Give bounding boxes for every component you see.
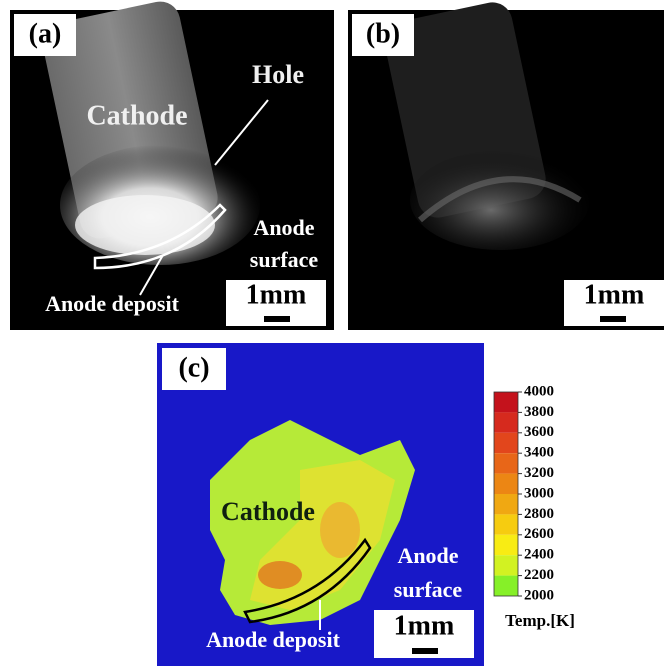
annotation: Anode — [253, 215, 314, 240]
annotation: surface — [250, 247, 319, 272]
colorbar-tick-label: 3800 — [524, 404, 554, 420]
annotation: Anode — [397, 543, 458, 568]
colorbar-band — [494, 433, 518, 453]
colorbar-band — [494, 555, 518, 575]
colorbar-band — [494, 474, 518, 494]
colorbar-tick-label: 2000 — [524, 587, 554, 603]
colorbar-band — [494, 412, 518, 432]
colorbar-tick-label: 2400 — [524, 547, 554, 563]
colorbar-tick-label: 3400 — [524, 445, 554, 461]
colorbar-band — [494, 535, 518, 555]
colorbar-tick-label: 2600 — [524, 526, 554, 542]
scale-bar — [264, 316, 290, 322]
scale-label: 1mm — [584, 279, 645, 310]
annotation: surface — [394, 577, 463, 602]
colorbar-band — [494, 514, 518, 534]
annotation: Anode deposit — [206, 627, 341, 652]
scale-label: 1mm — [394, 610, 455, 641]
colorbar-label: Temp.[K] — [505, 611, 575, 630]
panel-label: (c) — [178, 352, 209, 383]
colorbar-tick-label: 2200 — [524, 567, 554, 583]
anode-glow — [75, 195, 215, 255]
colorbar-band — [494, 576, 518, 596]
panel-c: (c) Cathode Anode surface Anode deposit … — [157, 343, 484, 666]
annotation: Cathode — [86, 100, 187, 131]
panel-label: (a) — [29, 18, 62, 49]
annotation: Hole — [252, 60, 304, 89]
panel-a: (a) Hole Cathode Anode surface Anode dep… — [10, 0, 334, 330]
colorbar-tick-label: 4000 — [524, 383, 554, 399]
colorbar-tick-label: 2800 — [524, 506, 554, 522]
colorbar-tick-label: 3200 — [524, 465, 554, 481]
scale-bar — [600, 316, 626, 322]
arc-glow — [410, 150, 590, 250]
figure: (a) Hole Cathode Anode surface Anode dep… — [0, 0, 664, 666]
panel-b: (b) 1mm — [348, 0, 664, 330]
hot-spot — [320, 502, 360, 558]
colorbar-band — [494, 494, 518, 514]
scale-label: 1mm — [246, 279, 307, 310]
hot-spot — [258, 561, 302, 589]
colorbar-tick-label: 3600 — [524, 424, 554, 440]
annotation: Cathode — [221, 497, 315, 526]
scale-bar — [412, 648, 438, 654]
colorbar-tick-label: 3000 — [524, 485, 554, 501]
colorbar-band — [494, 392, 518, 412]
panel-label: (b) — [366, 18, 400, 49]
annotation: Anode deposit — [45, 291, 180, 316]
colorbar-band — [494, 453, 518, 473]
